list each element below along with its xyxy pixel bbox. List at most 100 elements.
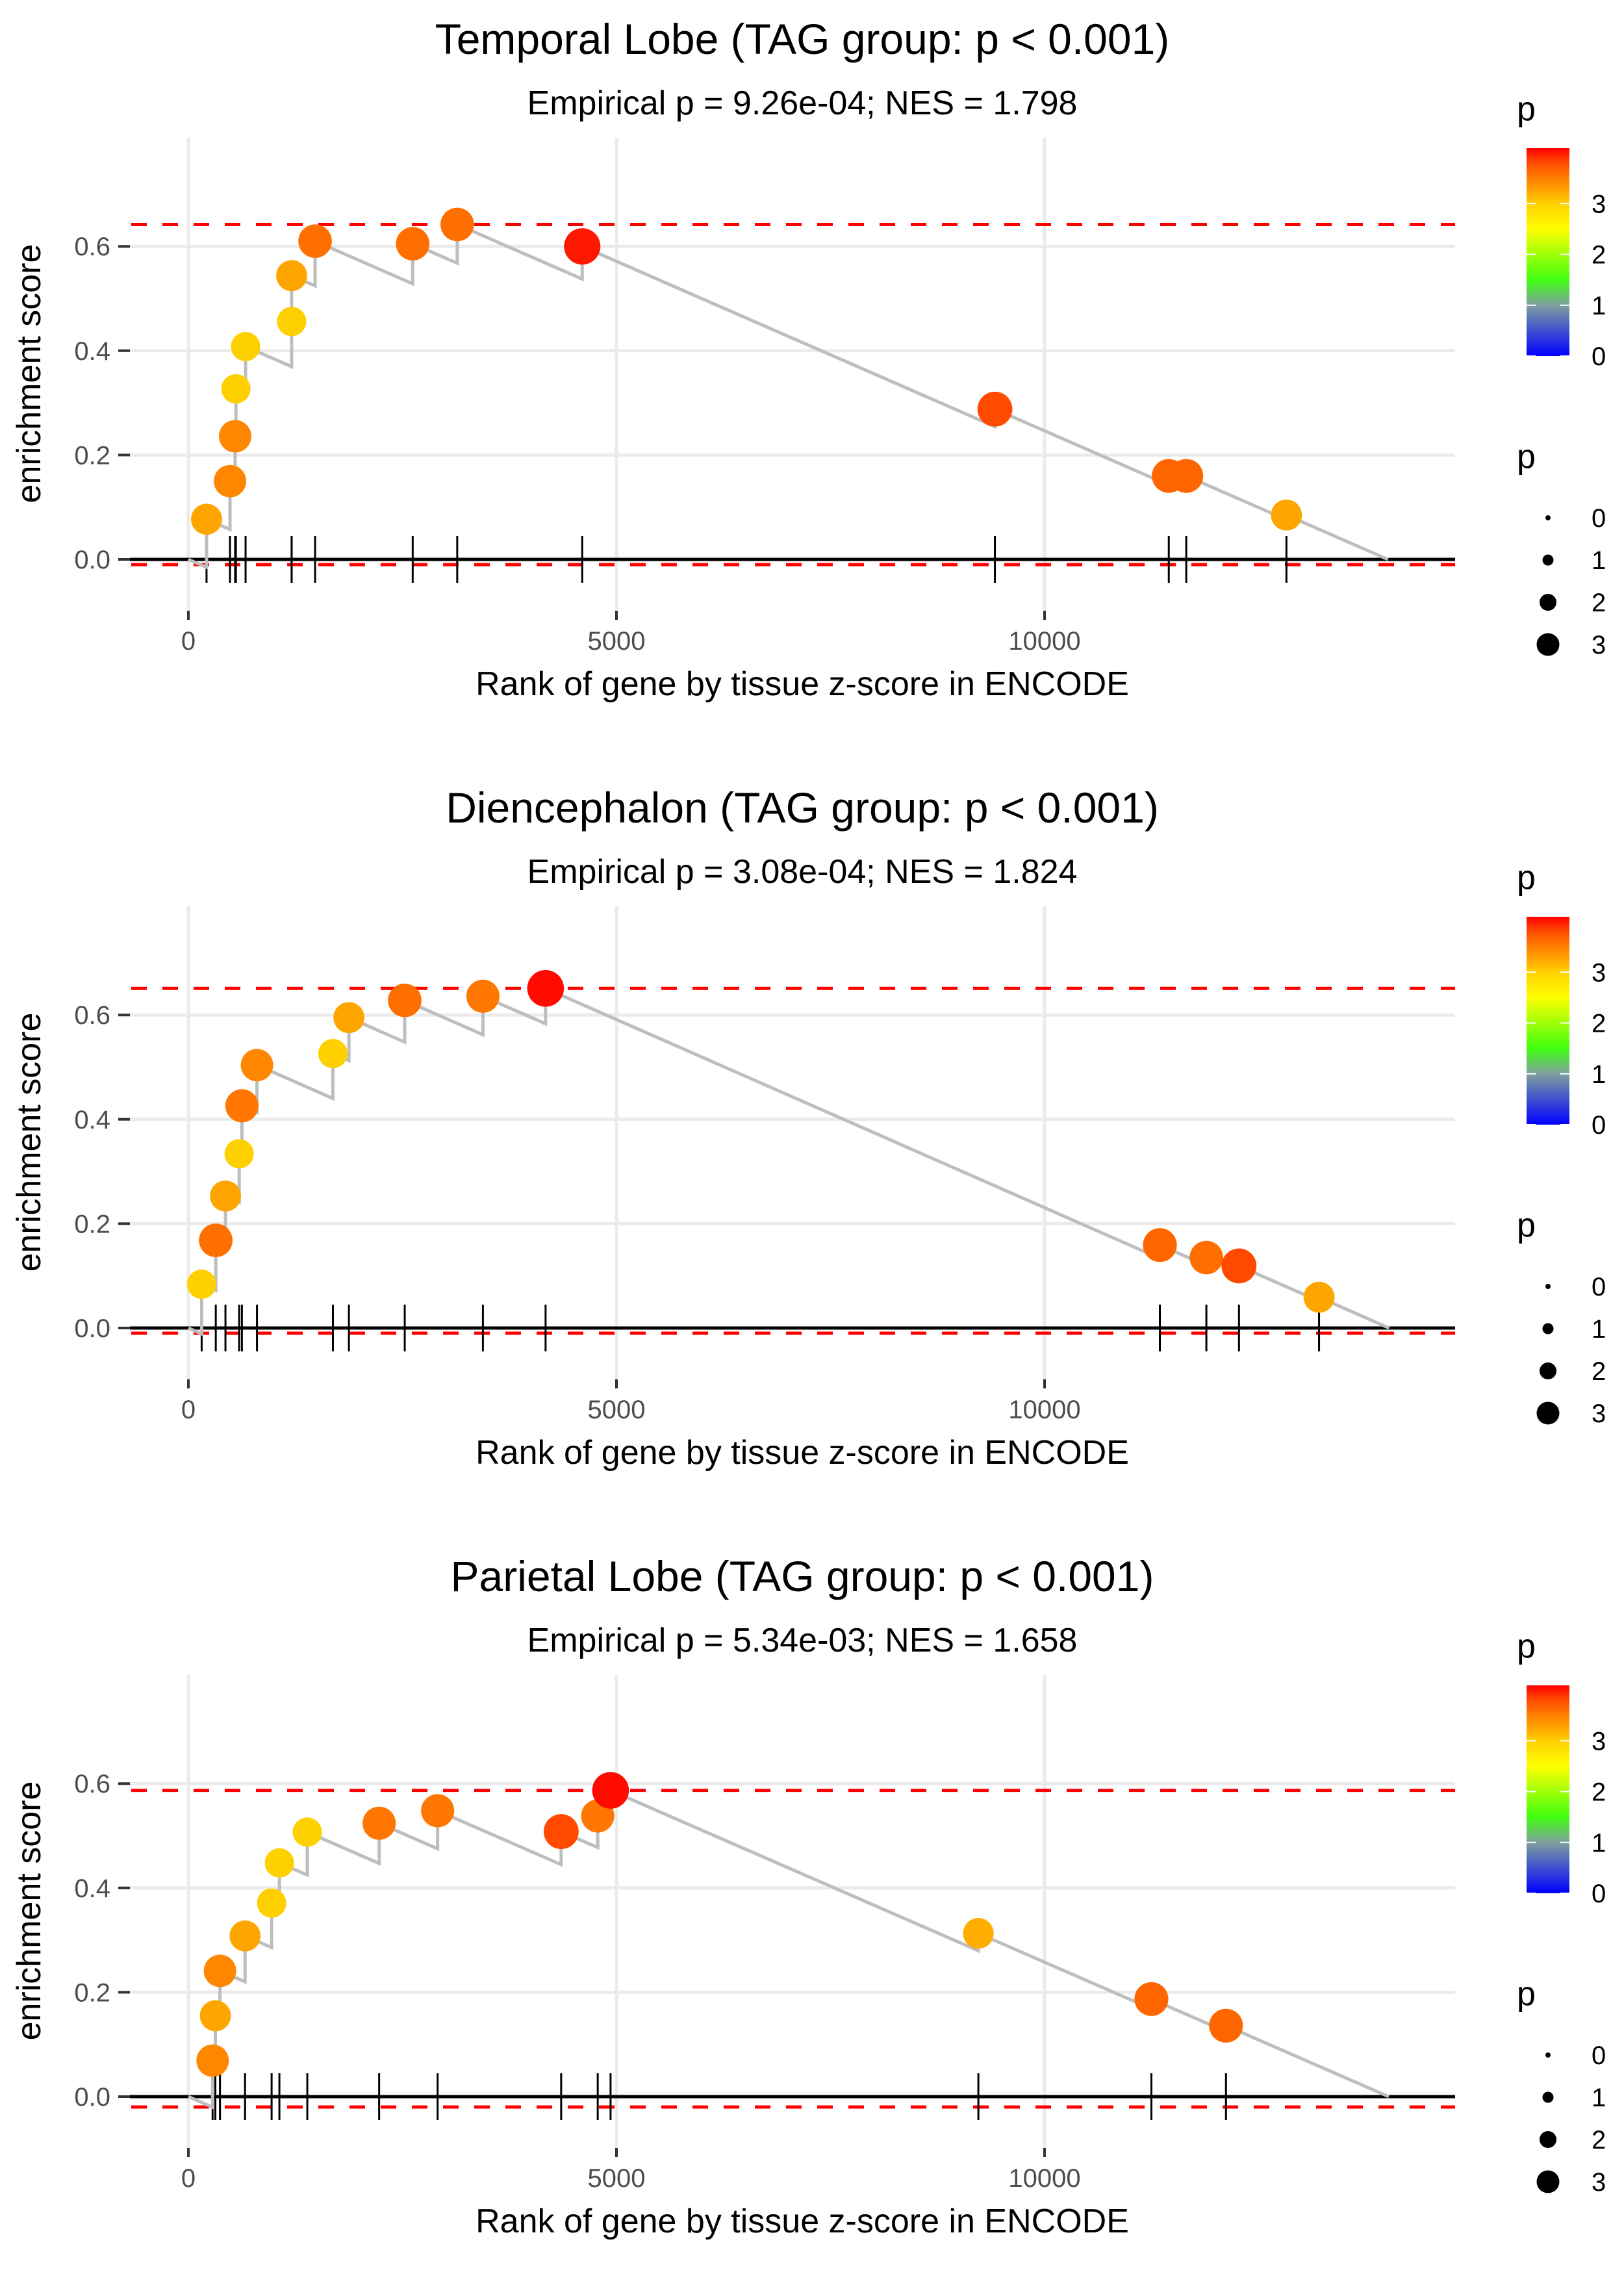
size-legend-dot [1545, 515, 1551, 520]
hit-point [388, 983, 422, 1017]
hit-point [229, 1920, 261, 1952]
size-legend-dot [1542, 2091, 1554, 2103]
chart-subtitle: Empirical p = 5.34e-03; NES = 1.658 [527, 1622, 1078, 1659]
hit-point [1189, 1240, 1223, 1275]
x-tick-label: 10000 [1008, 2164, 1080, 2193]
hit-point [199, 1223, 233, 1257]
size-legend-label: 2 [1592, 2126, 1606, 2154]
hit-point [257, 1888, 286, 1918]
chart-title: Parietal Lobe (TAG group: p < 0.001) [451, 1552, 1154, 1600]
size-legend-dot [1540, 2131, 1556, 2148]
hit-point [421, 1794, 455, 1828]
hit-point [1134, 1982, 1169, 2016]
colorbar [1527, 148, 1569, 356]
size-legend-label: 1 [1592, 1315, 1606, 1344]
chart-title: Diencephalon (TAG group: p < 0.001) [446, 784, 1159, 832]
y-tick-label: 0.6 [74, 1770, 110, 1798]
colorbar-tick-label: 1 [1592, 1829, 1606, 1858]
size-legend-dot [1536, 633, 1560, 656]
size-legend-dot [1540, 1362, 1556, 1379]
size-legend-dot [1545, 2052, 1551, 2058]
size-legend-label: 2 [1592, 589, 1606, 617]
y-axis-title: enrichment score [10, 244, 48, 504]
colorbar-tick-label: 3 [1592, 958, 1606, 987]
hit-point [218, 420, 251, 453]
hit-point [318, 1039, 348, 1069]
colorbar-tick-label: 3 [1592, 1727, 1606, 1756]
hit-point [333, 1002, 364, 1034]
hit-point [277, 307, 307, 337]
size-legend-label: 0 [1592, 1273, 1606, 1301]
colorbar-tick-label: 2 [1592, 241, 1606, 270]
hit-point [224, 1139, 254, 1169]
y-tick-label: 0.4 [74, 1106, 110, 1134]
chart-subtitle: Empirical p = 9.26e-04; NES = 1.798 [527, 84, 1078, 122]
chart-subtitle: Empirical p = 3.08e-04; NES = 1.824 [527, 853, 1078, 891]
chart-title: Temporal Lobe (TAG group: p < 0.001) [435, 15, 1170, 63]
y-tick-label: 0.6 [74, 1001, 110, 1030]
hit-point [203, 1954, 236, 1987]
color-legend-title: p [1517, 1628, 1536, 1665]
colorbar-tick-label: 0 [1592, 1111, 1606, 1140]
size-legend-dot [1536, 1401, 1560, 1425]
size-legend-label: 0 [1592, 2041, 1606, 2070]
hit-point [592, 1772, 629, 1809]
x-tick-label: 0 [181, 1396, 196, 1424]
y-tick-label: 0.2 [74, 1210, 110, 1238]
hit-point [362, 1806, 396, 1840]
size-legend-label: 0 [1592, 504, 1606, 533]
size-legend-title: p [1517, 438, 1536, 476]
hit-point [1169, 459, 1204, 493]
hit-point [240, 1049, 273, 1082]
y-tick-label: 0.4 [74, 337, 110, 366]
y-axis-title: enrichment score [10, 1782, 48, 2041]
size-legend-label: 3 [1592, 1399, 1606, 1428]
running-es-line [188, 1787, 1389, 2110]
size-legend-title: p [1517, 1975, 1536, 2013]
size-legend-label: 2 [1592, 1357, 1606, 1386]
size-legend-label: 3 [1592, 631, 1606, 659]
x-tick-label: 10000 [1008, 627, 1080, 656]
hit-point [1143, 1228, 1177, 1262]
x-tick-label: 10000 [1008, 1396, 1080, 1424]
y-tick-label: 0.2 [74, 441, 110, 470]
hit-point [225, 1089, 259, 1123]
hit-point [466, 979, 500, 1013]
size-legend-dot [1540, 594, 1556, 611]
color-legend-title: p [1517, 90, 1536, 128]
x-axis-title: Rank of gene by tissue z-score in ENCODE [476, 2203, 1129, 2240]
y-tick-label: 0.0 [74, 1314, 110, 1343]
hit-point [396, 227, 430, 261]
size-legend-dot [1542, 1323, 1554, 1335]
hit-point [527, 969, 565, 1007]
hit-point [977, 391, 1013, 427]
colorbar [1527, 1685, 1569, 1893]
hit-point [196, 2044, 229, 2077]
x-tick-label: 0 [181, 627, 196, 656]
hit-point [1209, 2008, 1243, 2043]
panel-2: Diencephalon (TAG group: p < 0.001) Empir… [10, 784, 1606, 1472]
hit-point [543, 1814, 579, 1849]
hit-point [214, 465, 247, 498]
size-legend-dot [1542, 554, 1554, 566]
x-tick-label: 0 [181, 2164, 196, 2193]
colorbar-tick-label: 2 [1592, 1778, 1606, 1807]
y-tick-label: 0.0 [74, 546, 110, 574]
size-legend-dot [1545, 1284, 1551, 1289]
color-legend-title: p [1517, 859, 1536, 897]
hit-point [264, 1848, 294, 1878]
x-tick-label: 5000 [588, 627, 646, 656]
y-tick-label: 0.0 [74, 2083, 110, 2112]
hit-point [298, 224, 332, 258]
size-legend-label: 1 [1592, 2084, 1606, 2112]
size-legend-label: 1 [1592, 546, 1606, 575]
colorbar-tick-label: 1 [1592, 292, 1606, 320]
x-tick-label: 5000 [588, 1396, 646, 1424]
colorbar-tick-label: 2 [1592, 1010, 1606, 1038]
colorbar-tick-label: 0 [1592, 1880, 1606, 1908]
hit-point [199, 2000, 231, 2032]
panel-3: Parietal Lobe (TAG group: p < 0.001) Empi… [10, 1552, 1606, 2240]
y-axis-title: enrichment score [10, 1013, 48, 1272]
